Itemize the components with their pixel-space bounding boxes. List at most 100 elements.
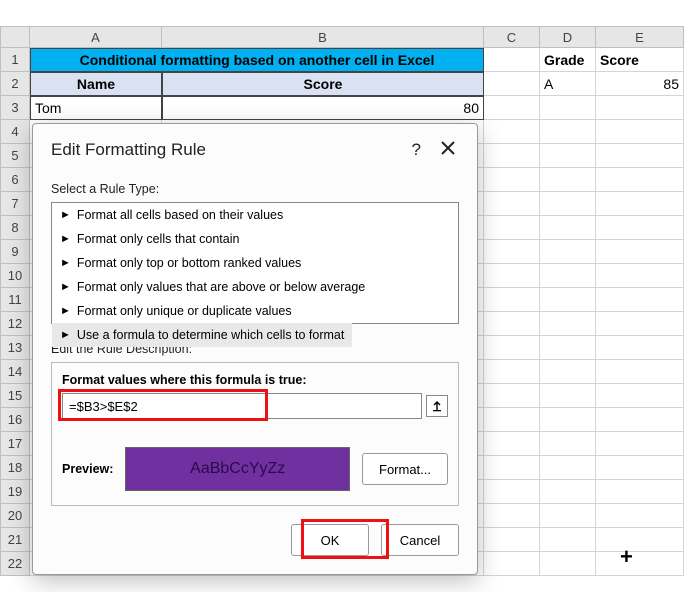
cell[interactable] xyxy=(596,96,684,120)
cell[interactable] xyxy=(540,384,596,408)
cell-name[interactable]: Tom xyxy=(30,96,162,120)
select-all-corner[interactable] xyxy=(0,26,30,48)
cell[interactable] xyxy=(484,480,540,504)
cell-score[interactable]: 80 xyxy=(162,96,484,120)
row-header-18[interactable]: 18 xyxy=(0,456,30,480)
row-header-22[interactable]: 22 xyxy=(0,552,30,576)
rule-type-option[interactable]: ►Format only top or bottom ranked values xyxy=(52,251,458,275)
rule-type-option[interactable]: ►Format all cells based on their values xyxy=(52,203,458,227)
collapse-dialog-icon[interactable] xyxy=(426,395,448,417)
row-header-6[interactable]: 6 xyxy=(0,168,30,192)
cell[interactable] xyxy=(596,432,684,456)
close-icon[interactable] xyxy=(441,140,455,160)
cell[interactable] xyxy=(484,288,540,312)
cell[interactable] xyxy=(484,528,540,552)
row-header-10[interactable]: 10 xyxy=(0,264,30,288)
rule-type-option[interactable]: ►Format only cells that contain xyxy=(52,227,458,251)
cell[interactable] xyxy=(540,144,596,168)
cell-score-header[interactable]: Score xyxy=(596,48,684,72)
cell[interactable] xyxy=(484,144,540,168)
rule-type-list[interactable]: ►Format all cells based on their values►… xyxy=(51,202,459,324)
cell[interactable] xyxy=(540,120,596,144)
row-header-8[interactable]: 8 xyxy=(0,216,30,240)
help-icon[interactable]: ? xyxy=(412,140,421,160)
cell[interactable] xyxy=(540,288,596,312)
formula-input[interactable] xyxy=(62,393,422,419)
cancel-button[interactable]: Cancel xyxy=(381,524,459,556)
cell[interactable] xyxy=(484,552,540,576)
row-header-2[interactable]: 2 xyxy=(0,72,30,96)
cell[interactable] xyxy=(596,168,684,192)
cell[interactable] xyxy=(484,408,540,432)
cell[interactable] xyxy=(596,288,684,312)
cell[interactable] xyxy=(484,312,540,336)
cell[interactable] xyxy=(484,168,540,192)
row-header-9[interactable]: 9 xyxy=(0,240,30,264)
cell[interactable] xyxy=(540,360,596,384)
cell[interactable] xyxy=(596,528,684,552)
row-header-4[interactable]: 4 xyxy=(0,120,30,144)
row-header-21[interactable]: 21 xyxy=(0,528,30,552)
cell[interactable] xyxy=(484,456,540,480)
cell[interactable] xyxy=(540,264,596,288)
cell[interactable] xyxy=(596,240,684,264)
row-header-7[interactable]: 7 xyxy=(0,192,30,216)
row-header-11[interactable]: 11 xyxy=(0,288,30,312)
row-header-12[interactable]: 12 xyxy=(0,312,30,336)
cell[interactable] xyxy=(484,96,540,120)
cell[interactable] xyxy=(596,144,684,168)
cell[interactable] xyxy=(484,48,540,72)
cell[interactable] xyxy=(484,432,540,456)
cell[interactable] xyxy=(484,504,540,528)
cell-name-header[interactable]: Name xyxy=(30,72,162,96)
cell[interactable] xyxy=(540,432,596,456)
row-header-15[interactable]: 15 xyxy=(0,384,30,408)
cell[interactable] xyxy=(596,384,684,408)
cell[interactable] xyxy=(484,384,540,408)
row-header-1[interactable]: 1 xyxy=(0,48,30,72)
format-button[interactable]: Format... xyxy=(362,453,448,485)
cell[interactable] xyxy=(596,312,684,336)
row-header-13[interactable]: 13 xyxy=(0,336,30,360)
cell[interactable] xyxy=(596,504,684,528)
cell[interactable] xyxy=(596,480,684,504)
cell[interactable] xyxy=(540,504,596,528)
cell[interactable] xyxy=(596,120,684,144)
cell[interactable] xyxy=(540,528,596,552)
cell[interactable] xyxy=(596,360,684,384)
cell[interactable] xyxy=(596,264,684,288)
col-header-a[interactable]: A xyxy=(30,26,162,48)
cell[interactable] xyxy=(540,552,596,576)
cell-grade-header[interactable]: Grade xyxy=(540,48,596,72)
cell[interactable] xyxy=(596,336,684,360)
cell[interactable] xyxy=(540,312,596,336)
cell[interactable] xyxy=(540,480,596,504)
rule-type-option[interactable]: ►Format only values that are above or be… xyxy=(52,275,458,299)
cell[interactable] xyxy=(484,192,540,216)
cell[interactable] xyxy=(540,192,596,216)
cell[interactable] xyxy=(540,96,596,120)
cell[interactable] xyxy=(484,336,540,360)
col-header-c[interactable]: C xyxy=(484,26,540,48)
row-header-20[interactable]: 20 xyxy=(0,504,30,528)
cell[interactable] xyxy=(596,408,684,432)
cell[interactable] xyxy=(484,264,540,288)
cell[interactable] xyxy=(540,408,596,432)
cell[interactable] xyxy=(484,72,540,96)
cell[interactable] xyxy=(540,456,596,480)
cell[interactable] xyxy=(596,192,684,216)
row-header-16[interactable]: 16 xyxy=(0,408,30,432)
cell[interactable] xyxy=(484,240,540,264)
col-header-d[interactable]: D xyxy=(540,26,596,48)
cell[interactable] xyxy=(484,360,540,384)
row-header-17[interactable]: 17 xyxy=(0,432,30,456)
cell[interactable] xyxy=(596,552,684,576)
cell[interactable] xyxy=(540,168,596,192)
title-cell[interactable]: Conditional formatting based on another … xyxy=(30,48,484,72)
row-header-19[interactable]: 19 xyxy=(0,480,30,504)
rule-type-option[interactable]: ►Format only unique or duplicate values xyxy=(52,299,458,323)
cell[interactable] xyxy=(596,456,684,480)
col-header-e[interactable]: E xyxy=(596,26,684,48)
cell[interactable] xyxy=(540,240,596,264)
cell-score-value[interactable]: 85 xyxy=(596,72,684,96)
